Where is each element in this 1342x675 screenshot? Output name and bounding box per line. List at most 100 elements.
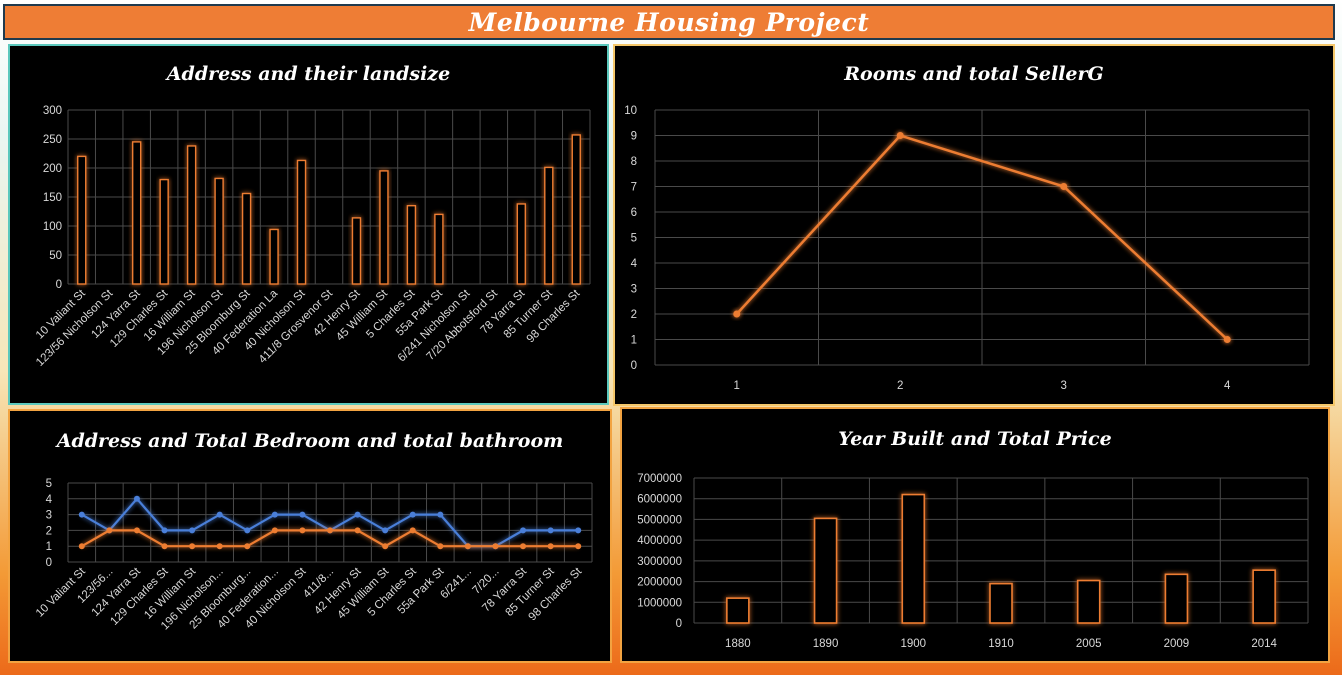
rooms-y-tick-label: 7 xyxy=(631,182,637,194)
yearprice-bar xyxy=(1252,569,1276,624)
landsize-y-tick-label: 250 xyxy=(43,134,62,146)
landsize-bar xyxy=(296,159,307,285)
bedbath-series-1-point xyxy=(354,511,361,518)
bedbath-series-2-point xyxy=(244,543,251,550)
landsize-bar xyxy=(214,177,224,285)
bedbath-series-2-point xyxy=(271,527,278,534)
bedbath-series-1-point xyxy=(133,495,140,502)
bedbath-series-2-point xyxy=(547,543,554,550)
chart-year-price: Year Built and Total Price 0 1000000 200000… xyxy=(637,428,1309,650)
rooms-point xyxy=(733,310,741,318)
yearprice-bar xyxy=(989,582,1013,624)
landsize-bar xyxy=(516,203,527,285)
landsize-bar xyxy=(434,213,444,285)
landsize-bar xyxy=(379,170,389,285)
bedbath-series-1-point xyxy=(244,527,251,534)
bedbath-series-1-point xyxy=(437,511,444,518)
yearprice-x-tick-label: 1880 xyxy=(725,638,751,650)
bedbath-series-1-point xyxy=(161,527,168,534)
bedbath-series-2-point xyxy=(520,543,527,550)
landsize-bar xyxy=(241,192,252,285)
chart-panel-bed-bath: Address and Total Bedroom and total bath… xyxy=(8,409,612,663)
bedbath-series-1-point xyxy=(382,527,389,534)
bedbath-series-2-point xyxy=(189,543,196,550)
bedbath-series-2-point xyxy=(161,543,168,550)
rooms-y-tick-label: 10 xyxy=(624,105,637,117)
rooms-y-tick-label: 4 xyxy=(631,258,638,270)
bedbath-series-2-point xyxy=(216,543,223,550)
landsize-bar xyxy=(131,141,142,285)
bedbath-series-1-point xyxy=(189,527,196,534)
landsize-y-tick-label: 200 xyxy=(43,163,62,175)
yearprice-bar xyxy=(1076,579,1101,624)
bedbath-y-tick-label: 4 xyxy=(46,494,53,506)
bedbath-series-2-point xyxy=(464,543,471,550)
bedbath-y-tick-label: 0 xyxy=(46,557,52,569)
yearprice-bar xyxy=(901,493,926,624)
rooms-y-tick-label: 6 xyxy=(631,207,637,219)
rooms-y-tick-label: 1 xyxy=(631,335,637,347)
yearprice-y-tick-label: 3000000 xyxy=(637,556,682,568)
yearprice-y-tick-label: 5000000 xyxy=(637,514,682,526)
landsize-bar xyxy=(186,145,197,285)
bedbath-y-tick-label: 2 xyxy=(46,525,52,537)
yearprice-y-tick-label: 6000000 xyxy=(637,494,682,506)
bedbath-series-1-point xyxy=(299,511,306,518)
bedbath-y-tick-label: 5 xyxy=(46,478,52,490)
landsize-bar xyxy=(269,228,279,285)
rooms-x-tick-label: 3 xyxy=(1061,380,1067,392)
rooms-y-tick-label: 3 xyxy=(631,284,637,296)
bedbath-series-2-point xyxy=(409,527,416,534)
bedbath-series-2-point xyxy=(354,527,361,534)
yearprice-bar xyxy=(1164,573,1189,624)
yearprice-y-tick-label: 7000000 xyxy=(637,473,682,485)
chart-panel-year-price: Year Built and Total Price 0 1000000 200000… xyxy=(620,407,1330,663)
bedbath-title: Address and Total Bedroom and total bath… xyxy=(55,430,564,452)
bedbath-series-2-point xyxy=(575,543,582,550)
yearprice-title: Year Built and Total Price xyxy=(838,428,1111,450)
yearprice-bar xyxy=(726,597,750,624)
chart-panel-rooms: Rooms and total SellerG 0 1 2 3 4 5 6 7 8 9 10 1 2 3 4 xyxy=(613,44,1335,406)
bedbath-series-2-point xyxy=(437,543,444,550)
dashboard-title: Melbourne Housing Project xyxy=(468,7,870,37)
yearprice-x-tick-label: 1890 xyxy=(813,638,839,650)
rooms-x-tick-label: 4 xyxy=(1224,380,1231,392)
bedbath-series-1-point xyxy=(575,527,582,534)
chart-bed-bath: Address and Total Bedroom and total bath… xyxy=(34,430,593,632)
yearprice-y-tick-label: 4000000 xyxy=(637,535,682,547)
rooms-y-tick-label: 0 xyxy=(631,360,637,372)
yearprice-x-tick-label: 2009 xyxy=(1164,638,1190,650)
yearprice-x-tick-label: 1900 xyxy=(900,638,926,650)
rooms-title: Rooms and total SellerG xyxy=(843,63,1104,85)
yearprice-x-tick-label: 1910 xyxy=(988,638,1014,650)
landsize-bar xyxy=(77,155,87,285)
bedbath-series-2-point xyxy=(78,543,85,550)
rooms-point xyxy=(1223,336,1231,343)
landsize-y-tick-label: 100 xyxy=(43,221,62,233)
rooms-x-tick-label: 1 xyxy=(734,380,740,392)
rooms-series-line xyxy=(735,134,1229,341)
bedbath-series-1-point xyxy=(216,511,223,518)
chart-panel-landsize: Address and their landsize 0 50 100 150 200 25… xyxy=(8,44,609,405)
bedbath-y-tick-label: 1 xyxy=(46,541,52,553)
landsize-bar xyxy=(571,134,581,285)
yearprice-bar xyxy=(813,517,838,624)
bedbath-x-tick-label: 6/241... xyxy=(438,566,474,602)
bedbath-series-2-point xyxy=(299,527,306,534)
chart-rooms: Rooms and total SellerG 0 1 2 3 4 5 6 7 8 9 10 1 2 3 4 xyxy=(624,63,1310,392)
chart-landsize: Address and their landsize 0 50 100 150 200 25… xyxy=(34,63,591,369)
rooms-y-tick-label: 2 xyxy=(631,309,637,321)
bedbath-series-1-point xyxy=(271,511,278,518)
landsize-bar xyxy=(351,217,362,285)
bedbath-series-2-point xyxy=(106,527,113,534)
bedbath-series-2-point xyxy=(327,527,333,534)
yearprice-y-tick-label: 2000000 xyxy=(637,577,682,589)
yearprice-y-tick-label: 1000000 xyxy=(637,597,682,609)
landsize-bar xyxy=(406,204,417,285)
rooms-y-tick-label: 5 xyxy=(631,233,637,245)
bedbath-series-2-point xyxy=(492,543,499,550)
rooms-y-tick-label: 8 xyxy=(631,156,637,168)
landsize-y-tick-label: 0 xyxy=(56,279,62,291)
rooms-point xyxy=(1060,183,1068,190)
yearprice-x-tick-label: 2005 xyxy=(1076,638,1102,650)
